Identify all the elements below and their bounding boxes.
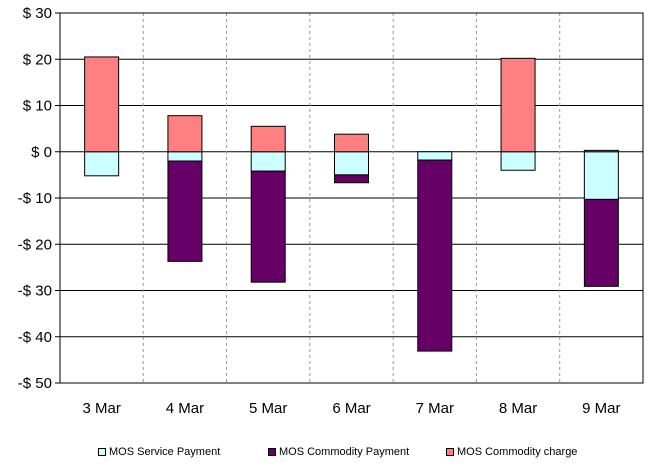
y-tick-label: -$ 40 (18, 329, 52, 346)
x-tick-label: 3 Mar (82, 400, 120, 417)
y-tick-label: $ 0 (31, 144, 52, 161)
bar-segment (500, 151, 536, 171)
bar-segment (583, 198, 619, 287)
y-tick-label: $ 20 (23, 51, 52, 68)
legend-item: MOS Commodity charge (446, 446, 577, 458)
bar-segment (250, 151, 286, 172)
bar-segment (417, 159, 453, 352)
bar-segment (334, 133, 369, 153)
legend-item: MOS Service Payment (98, 446, 220, 458)
x-tick-label: 6 Mar (332, 400, 370, 417)
legend-item: MOS Commodity Payment (268, 446, 409, 458)
x-tick-label: 4 Mar (166, 400, 204, 417)
bar-segment (167, 115, 203, 153)
legend-swatch (98, 448, 106, 456)
bar-segment (417, 151, 453, 161)
y-tick-label: $ 30 (23, 5, 52, 22)
y-tick-label: -$ 30 (18, 283, 52, 300)
x-tick-label: 9 Mar (582, 400, 620, 417)
y-tick-label: -$ 10 (18, 190, 52, 207)
bar-segment (167, 151, 203, 162)
x-tick-label: 7 Mar (416, 400, 454, 417)
legend-label: MOS Service Payment (109, 446, 221, 458)
legend-swatch (268, 448, 276, 456)
bar-segment (84, 56, 120, 153)
bar-segment (500, 57, 536, 153)
legend-label: MOS Commodity charge (457, 446, 578, 458)
bar-segment (334, 151, 369, 176)
legend-swatch (446, 448, 454, 456)
x-tick-label: 5 Mar (249, 400, 287, 417)
bar-segment (250, 125, 286, 153)
bar-segment (250, 170, 286, 283)
legend-label: MOS Commodity Payment (279, 446, 410, 458)
bar-segment (84, 151, 120, 177)
y-tick-label: -$ 20 (18, 236, 52, 253)
bar-segment (583, 151, 619, 200)
y-tick-label: $ 10 (23, 98, 52, 115)
legend: MOS Service Payment MOS Commodity Payment… (0, 446, 653, 462)
bar-segment (583, 149, 619, 153)
y-tick-label: -$ 50 (18, 375, 52, 392)
bar-segment (334, 174, 369, 184)
x-tick-label: 8 Mar (499, 400, 537, 417)
bar-segment (167, 160, 203, 262)
plot-area-border (59, 12, 644, 384)
